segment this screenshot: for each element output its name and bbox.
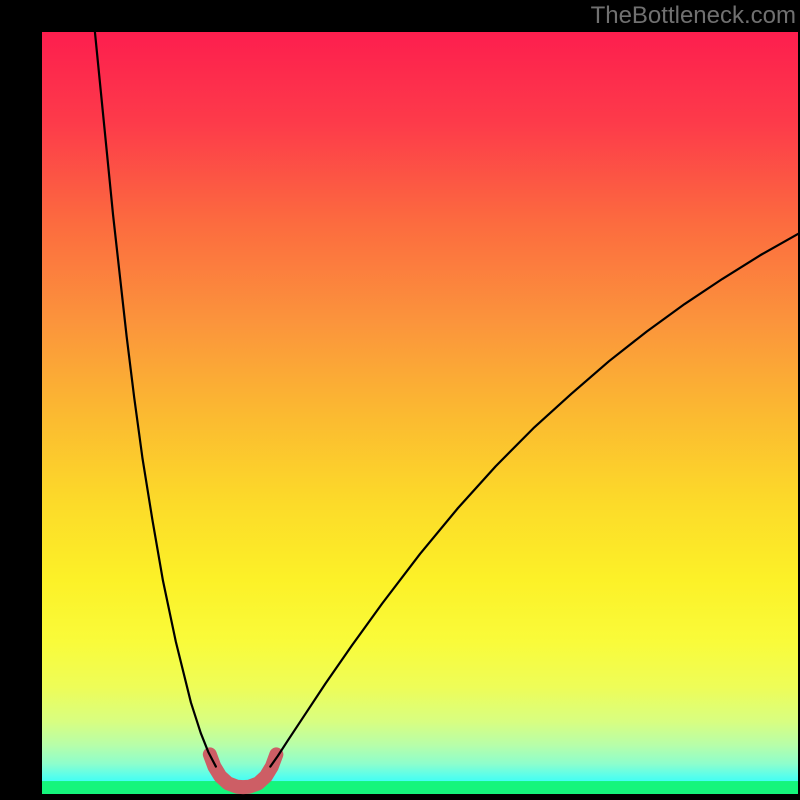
plot-area	[42, 32, 798, 794]
watermark-text: TheBottleneck.com	[591, 2, 796, 30]
baseline-band	[42, 781, 798, 794]
bottleneck-chart	[0, 0, 800, 800]
chart-stage: TheBottleneck.com	[0, 0, 800, 800]
